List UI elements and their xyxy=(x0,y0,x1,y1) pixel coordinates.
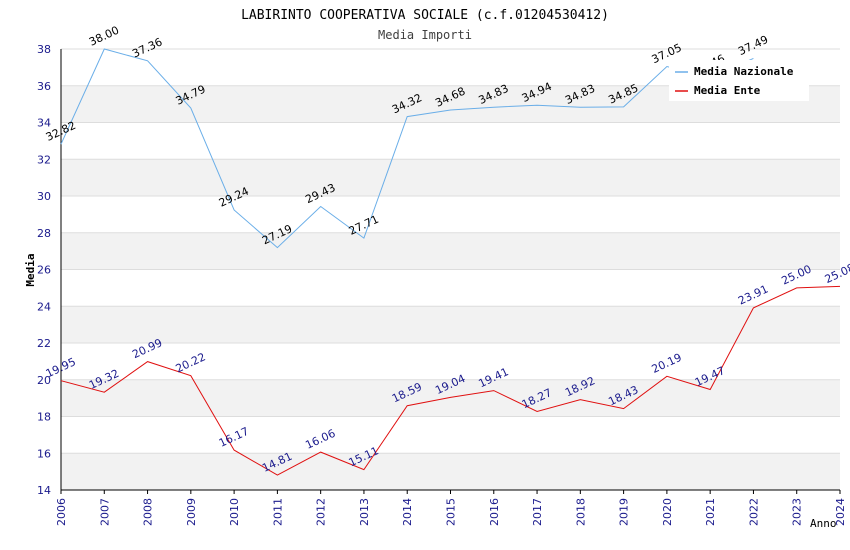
x-tick-label: 2013 xyxy=(358,498,371,526)
data-label: 23.91 xyxy=(736,283,770,308)
series-lines xyxy=(60,48,841,476)
series-line-media-nazionale xyxy=(60,48,754,249)
y-tick-label: 32 xyxy=(37,153,51,166)
plot-band xyxy=(61,232,840,270)
y-tick-label: 16 xyxy=(37,447,51,460)
chart-subtitle: Media Importi xyxy=(378,28,472,42)
x-tick-label: 2009 xyxy=(185,498,198,526)
x-tick-label: 2007 xyxy=(98,498,111,526)
y-tick-label: 38 xyxy=(37,43,51,56)
x-tick-label: 2016 xyxy=(488,498,501,526)
gridlines xyxy=(61,48,840,491)
y-tick-label: 18 xyxy=(37,411,51,424)
plot-band xyxy=(61,306,840,343)
legend-label-media-nazionale: Media Nazionale xyxy=(694,65,794,78)
y-tick-label: 24 xyxy=(37,300,51,313)
data-label: 20.22 xyxy=(174,350,208,375)
x-tick-label: 2006 xyxy=(55,498,68,526)
x-tick-label: 2012 xyxy=(315,498,328,526)
x-tick-label: 2022 xyxy=(747,498,760,526)
y-tick-label: 36 xyxy=(37,80,51,93)
x-tick-label: 2021 xyxy=(704,498,717,526)
y-tick-label: 20 xyxy=(37,374,51,387)
x-tick-label: 2015 xyxy=(445,498,458,526)
x-tick-label: 2014 xyxy=(401,498,414,526)
data-label: 37.49 xyxy=(736,33,770,58)
legend-box xyxy=(669,60,809,101)
y-axis-label: Media xyxy=(24,253,37,286)
x-tick-label: 2018 xyxy=(574,498,587,526)
y-tick-label: 14 xyxy=(37,484,51,497)
x-tick-label: 2010 xyxy=(228,498,241,526)
x-tick-label: 2019 xyxy=(618,498,631,526)
y-tick-label: 34 xyxy=(37,117,51,130)
plot-band xyxy=(61,159,840,196)
x-tick-label: 2011 xyxy=(271,498,284,526)
x-tick-label: 2008 xyxy=(142,498,155,526)
plot-background xyxy=(61,85,840,490)
data-label: 38.00 xyxy=(87,24,121,49)
x-tick-label: 2020 xyxy=(661,498,674,526)
data-label: 20.19 xyxy=(650,351,684,376)
legend-label-media-ente: Media Ente xyxy=(694,84,761,97)
x-axis-label: Anno xyxy=(810,517,837,530)
y-tick-label: 22 xyxy=(37,337,51,350)
x-tick-label: 2024 xyxy=(834,498,847,526)
x-tick-label: 2023 xyxy=(791,498,804,526)
y-tick-label: 30 xyxy=(37,190,51,203)
plot-band xyxy=(61,453,840,490)
legend: Media Nazionale Media Ente xyxy=(669,60,809,101)
x-tick-label: 2017 xyxy=(531,498,544,526)
y-tick-label: 28 xyxy=(37,227,51,240)
data-label: 37.36 xyxy=(130,35,164,60)
data-label: 16.06 xyxy=(303,427,337,452)
chart-title: LABIRINTO COOPERATIVA SOCIALE (c.f.01204… xyxy=(241,8,609,23)
plot-band xyxy=(61,379,840,417)
series-line-media-ente xyxy=(60,285,841,476)
y-tick-label: 26 xyxy=(37,264,51,277)
